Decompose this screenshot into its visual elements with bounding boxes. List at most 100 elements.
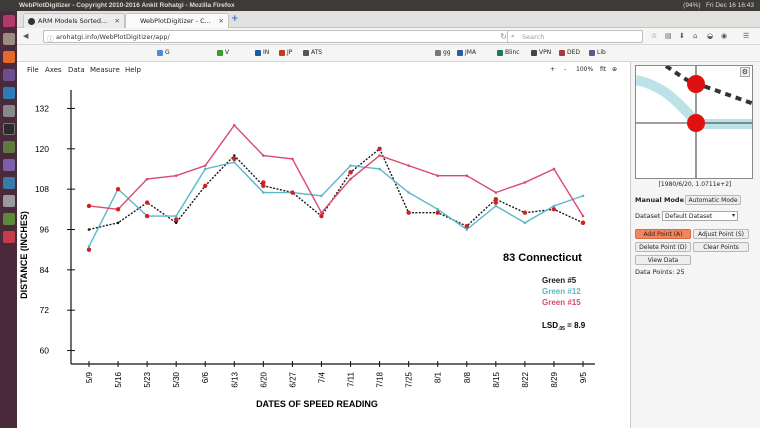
series-point xyxy=(378,154,381,157)
bookmark[interactable]: G xyxy=(157,49,170,56)
terminal-icon[interactable] xyxy=(2,123,15,135)
series-point xyxy=(581,214,585,218)
zoom-level: 100% xyxy=(576,66,594,73)
extension-icon[interactable]: ◉ xyxy=(721,32,728,40)
tab-bar: ARM Models Sorted... ✕ WebPlotDigitizer … xyxy=(17,11,760,28)
tab-arm-models[interactable]: ARM Models Sorted... ✕ xyxy=(23,13,125,28)
firefox-icon[interactable] xyxy=(2,51,15,63)
bookmark[interactable]: IN xyxy=(255,49,269,56)
bookmark[interactable]: Lib xyxy=(589,49,606,56)
menu-axes[interactable]: Axes xyxy=(45,66,62,74)
bookmark[interactable]: VPN xyxy=(531,49,551,56)
zoom-in-button[interactable]: + xyxy=(550,66,556,73)
x-tick-label: 5/16 xyxy=(114,371,123,387)
app-icon[interactable] xyxy=(2,177,15,189)
series-point xyxy=(378,167,381,171)
bookmark[interactable]: Blinc xyxy=(497,49,520,56)
menu-help[interactable]: Help xyxy=(125,66,141,74)
x-tick-label: 5/30 xyxy=(172,371,181,387)
pocket-icon[interactable]: ◒ xyxy=(707,32,714,40)
close-icon[interactable]: ✕ xyxy=(218,17,224,25)
files-icon[interactable] xyxy=(2,33,15,45)
delete-point-button[interactable]: Delete Point (D) xyxy=(635,242,691,252)
series-group xyxy=(87,123,585,248)
bookmark[interactable]: V xyxy=(217,49,229,56)
view-data-button[interactable]: View Data xyxy=(635,255,691,265)
bookmark-icon xyxy=(255,49,261,56)
new-tab-button[interactable]: + xyxy=(231,14,239,24)
bookmark[interactable]: JMA xyxy=(457,49,476,56)
series-point xyxy=(465,174,469,177)
search-input[interactable]: ⌕ Search xyxy=(507,30,643,43)
series-point xyxy=(87,245,91,248)
app-icon[interactable] xyxy=(2,105,15,117)
system-tray[interactable]: (94%) Fri Dec 16 16:43 xyxy=(683,2,754,9)
clear-points-button[interactable]: Clear Points xyxy=(693,242,749,252)
bookmark[interactable]: JP xyxy=(279,49,292,56)
clock[interactable]: Fri Dec 16 16:43 xyxy=(705,1,754,9)
zoom-out-button[interactable]: - xyxy=(564,66,567,73)
github-icon xyxy=(28,18,35,25)
digitized-point xyxy=(115,207,121,212)
series-point xyxy=(465,228,469,231)
add-point-button[interactable]: Add Point (A) xyxy=(635,229,691,239)
app-icon[interactable] xyxy=(2,195,15,207)
info-icon[interactable]: ⓘ xyxy=(47,35,54,43)
legend-green5: Green #5 xyxy=(542,276,577,285)
digitized-point xyxy=(464,223,469,229)
series-point xyxy=(552,167,556,171)
reload-icon[interactable]: ↻ xyxy=(500,32,507,41)
y-tick-label: 72 xyxy=(40,305,50,315)
app-icon[interactable] xyxy=(2,213,15,225)
x-tick-label: 5/9 xyxy=(85,371,94,383)
series-point xyxy=(116,221,120,225)
star-icon[interactable]: ☆ xyxy=(651,32,658,40)
reader-icon[interactable]: ▤ xyxy=(665,32,672,40)
automatic-mode-button[interactable]: Automatic Mode xyxy=(685,195,741,205)
app-icon[interactable] xyxy=(2,87,15,99)
menu-file[interactable]: File xyxy=(27,66,39,74)
adjust-point-button[interactable]: Adjust Point (S) xyxy=(693,229,749,239)
back-icon[interactable]: ◀ xyxy=(23,32,29,40)
x-tick-label: 7/25 xyxy=(405,371,414,387)
x-tick-label: 7/18 xyxy=(376,371,385,387)
fit-button[interactable]: fit xyxy=(600,66,607,73)
tab-label: WebPlotDigitizer - C... xyxy=(140,17,211,25)
digitized-point xyxy=(522,210,528,215)
plot-canvas[interactable]: 60 72 84 96 108 120 132 5/9 5/16 5/23 5/30 6/6 6/13… xyxy=(17,80,629,428)
digitized-point xyxy=(348,170,353,175)
close-icon[interactable]: ✕ xyxy=(114,17,120,25)
app-icon[interactable] xyxy=(2,159,15,171)
x-axis-label: DATES OF SPEED READING xyxy=(256,399,378,409)
app-icon[interactable] xyxy=(2,231,15,243)
bookmark[interactable]: gg xyxy=(435,49,451,56)
series-point xyxy=(523,181,527,184)
home-icon[interactable]: ⌂ xyxy=(693,32,698,40)
dataset-label: Dataset xyxy=(635,212,661,220)
menu-data[interactable]: Data xyxy=(68,66,85,74)
y-tick-label: 96 xyxy=(40,225,50,235)
bookmark[interactable]: ATS xyxy=(303,49,322,56)
download-icon[interactable]: ⬇ xyxy=(679,32,685,40)
launcher-sidebar xyxy=(0,11,17,428)
app-icon[interactable] xyxy=(2,69,15,81)
dataset-select[interactable]: Default Dataset ▾ xyxy=(662,211,738,221)
crosshair-icon[interactable]: ⊕ xyxy=(612,66,618,73)
series-line-0 xyxy=(88,147,584,231)
bookmark-icon xyxy=(303,49,309,56)
menu-icon[interactable]: ☰ xyxy=(743,32,750,40)
search-icon[interactable] xyxy=(2,15,15,27)
tab-label: ARM Models Sorted... xyxy=(38,17,108,25)
app-icon[interactable] xyxy=(2,141,15,153)
url-bar[interactable]: ⓘ arohatgi.info/WebPlotDigitizer/app/ ↻ xyxy=(43,30,511,43)
bookmark[interactable]: DED xyxy=(559,49,580,56)
lsd-value: = 8.9 xyxy=(565,321,586,330)
series-point xyxy=(203,164,207,167)
menu-measure[interactable]: Measure xyxy=(90,66,120,74)
digitized-point xyxy=(377,146,382,151)
tab-webplotdigitizer[interactable]: WebPlotDigitizer - C... ✕ xyxy=(125,13,229,28)
battery-indicator[interactable]: (94%) xyxy=(683,1,701,9)
bookmark-icon xyxy=(497,49,503,56)
gear-icon[interactable]: ⚙ xyxy=(739,67,750,77)
series-point xyxy=(232,160,236,164)
